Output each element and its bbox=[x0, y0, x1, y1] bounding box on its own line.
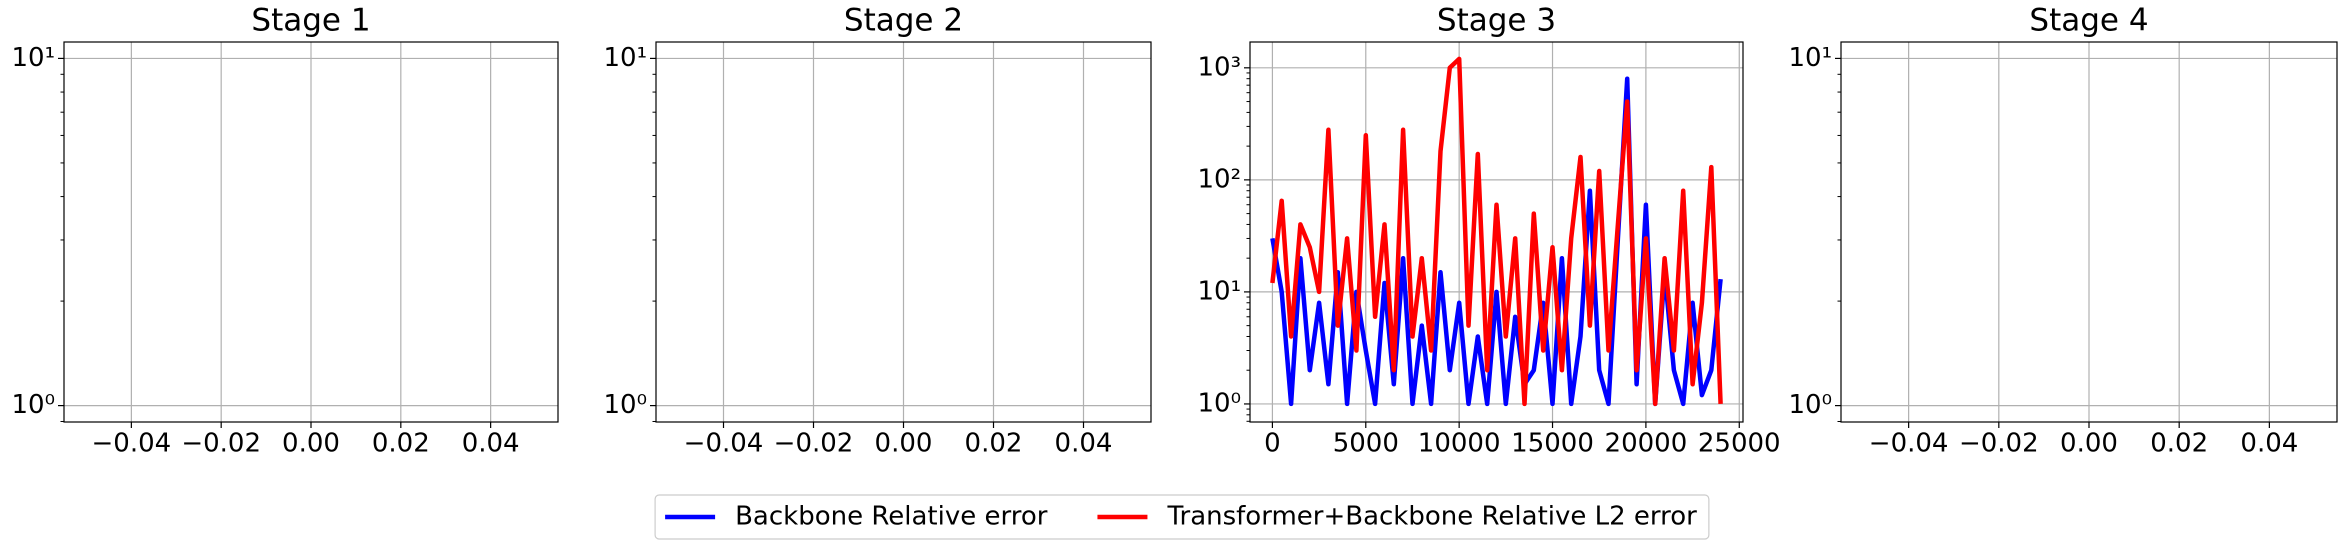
y-tick-label: 10¹ bbox=[11, 43, 55, 73]
y-tick-label: 10¹ bbox=[603, 43, 647, 73]
subplot-title: Stage 2 bbox=[844, 3, 963, 39]
y-tick-label: 10³ bbox=[1197, 52, 1241, 82]
x-tick-label: 0.00 bbox=[2060, 429, 2118, 459]
x-tick-label: 5000 bbox=[1333, 429, 1399, 459]
x-tick-label: 0.00 bbox=[875, 429, 933, 459]
axes-frame bbox=[63, 41, 559, 423]
y-tick-label: 10² bbox=[1197, 164, 1241, 194]
axes-frame bbox=[655, 41, 1152, 423]
x-tick-label: −0.04 bbox=[92, 429, 172, 459]
x-tick-label: 0.02 bbox=[372, 429, 430, 459]
y-tick-label: 10⁰ bbox=[11, 390, 55, 420]
x-tick-label: −0.04 bbox=[684, 429, 764, 459]
x-tick-label: 20000 bbox=[1605, 429, 1688, 459]
x-tick-label: 10000 bbox=[1418, 429, 1501, 459]
legend-box bbox=[654, 494, 1710, 540]
x-tick-label: 0.02 bbox=[2150, 429, 2208, 459]
x-tick-label: 15000 bbox=[1511, 429, 1594, 459]
x-tick-label: −0.02 bbox=[1959, 429, 2039, 459]
y-tick-label: 10⁰ bbox=[1197, 388, 1241, 418]
y-tick-label: 10⁰ bbox=[603, 390, 647, 420]
x-tick-label: 25000 bbox=[1698, 429, 1781, 459]
x-tick-label: 0.02 bbox=[965, 429, 1023, 459]
legend-label: Backbone Relative error bbox=[735, 502, 1048, 532]
y-tick-label: 10¹ bbox=[1197, 276, 1241, 306]
subplot-title: Stage 1 bbox=[251, 3, 370, 39]
axes-frame bbox=[1840, 41, 2338, 423]
legend: Backbone Relative error Transformer+Backb… bbox=[654, 494, 1710, 540]
x-tick-label: −0.02 bbox=[774, 429, 854, 459]
y-tick-label: 10⁰ bbox=[1788, 390, 1832, 420]
x-tick-label: 0 bbox=[1264, 429, 1281, 459]
subplot-title: Stage 4 bbox=[2029, 3, 2148, 39]
x-tick-label: 0.04 bbox=[1055, 429, 1113, 459]
subplot-title: Stage 3 bbox=[1437, 3, 1556, 39]
legend-label: Transformer+Backbone Relative L2 error bbox=[1166, 502, 1697, 532]
line-series bbox=[1270, 76, 1723, 407]
x-tick-label: 0.04 bbox=[462, 429, 520, 459]
x-tick-label: −0.04 bbox=[1869, 429, 1949, 459]
axes-frame bbox=[1249, 41, 1744, 423]
x-tick-label: −0.02 bbox=[181, 429, 261, 459]
line-series bbox=[1270, 56, 1723, 407]
x-tick-label: 0.00 bbox=[282, 429, 340, 459]
x-tick-label: 0.04 bbox=[2240, 429, 2298, 459]
y-tick-label: 10¹ bbox=[1788, 43, 1832, 73]
